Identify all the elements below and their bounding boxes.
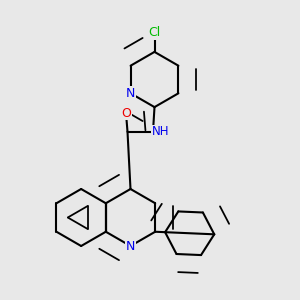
Text: N: N — [126, 239, 135, 253]
Text: Cl: Cl — [148, 26, 160, 39]
Text: NH: NH — [152, 125, 169, 138]
Text: N: N — [126, 87, 135, 100]
Text: O: O — [121, 106, 131, 120]
